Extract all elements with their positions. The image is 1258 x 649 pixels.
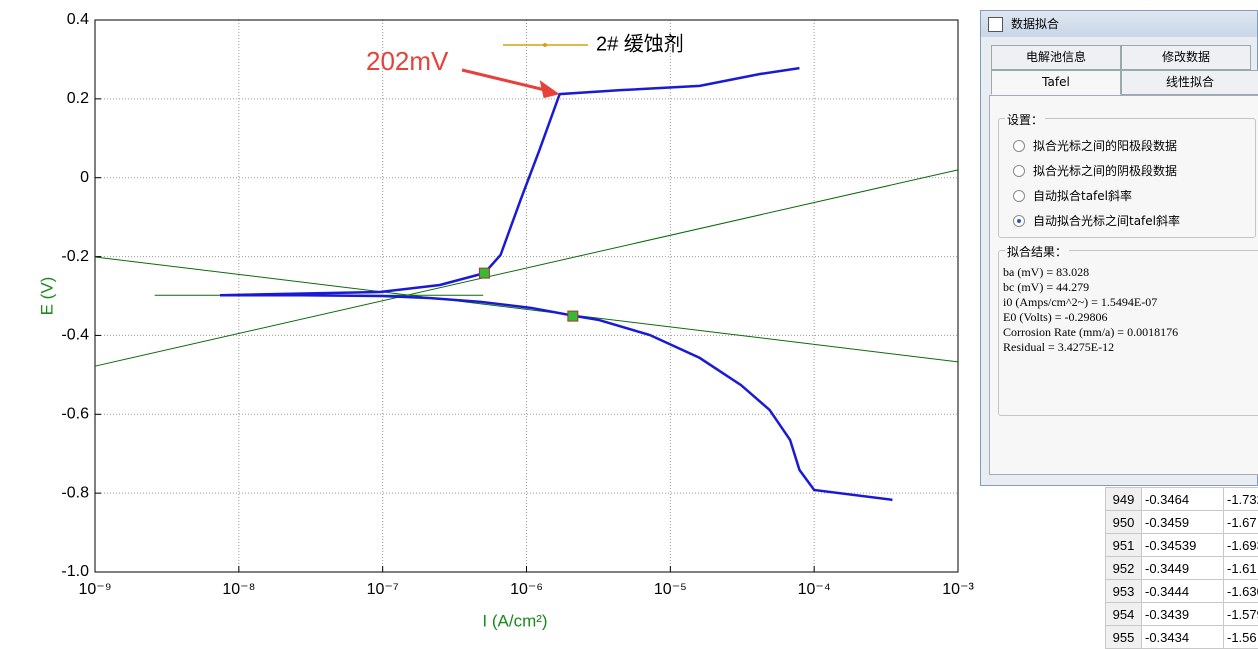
table-cell: 949 [1106,488,1142,511]
annotation-arrow [462,70,546,90]
chart: E (V) I (A/cm²) -1.0 -0.8 -0.6 -0.4 -0.2 0 0.2… [0,0,975,643]
table-cell: -1.579 [1224,603,1258,626]
table-cell: -1.67 [1224,511,1258,534]
radio-button[interactable] [1013,140,1025,152]
x-tick-label: 10⁻⁶ [510,581,543,598]
table-cell: -0.3444 [1142,580,1224,603]
table-row: 950-0.3459-1.67 [1106,511,1258,534]
table-cell: -0.3449 [1142,557,1224,580]
radio-button[interactable] [1013,190,1025,202]
legend-marker [543,43,547,47]
radio-option[interactable]: 自动拟合tafel斜率 [1013,187,1132,205]
y-tick-label: -0.4 [61,327,89,344]
table-cell: 950 [1106,511,1142,534]
tab[interactable]: 修改数据 [1121,45,1251,70]
group-title: 设置： [1005,111,1045,128]
tab[interactable]: 线性拟合 [1121,70,1258,95]
legend-label: 2# 缓蚀剂 [596,32,684,55]
fit-dialog: 数据拟合 设置： 拟合光标之间的阳极段数据拟合光标之间的阴极段数据自动拟合taf… [980,10,1258,486]
table-row: 952-0.3449-1.61 [1106,557,1258,580]
option-label: 自动拟合tafel斜率 [1033,189,1132,203]
table-cell: -1.61 [1224,557,1258,580]
x-tick-label: 10⁻⁸ [222,581,255,598]
table-cell: -1.630 [1224,580,1258,603]
tab-panel: 设置： 拟合光标之间的阳极段数据拟合光标之间的阴极段数据自动拟合tafel斜率自… [989,95,1258,475]
x-tick-label: 10⁻⁷ [367,581,399,598]
y-tick-label: -0.8 [61,484,89,501]
table-row: 953-0.3444-1.630 [1106,580,1258,603]
table-cell: -0.3464 [1142,488,1224,511]
radio-option[interactable]: 拟合光标之间的阴极段数据 [1013,162,1177,180]
table-cell: -1.56 [1224,626,1258,649]
result-line: bc (mV) = 44.279 [1003,280,1089,295]
table-cell: -0.3434 [1142,626,1224,649]
x-axis-label: I (A/cm²) [482,611,547,630]
result-line: E0 (Volts) = -0.29806 [1003,310,1108,325]
table-cell: 954 [1106,603,1142,626]
y-tick-label: -0.2 [61,248,89,265]
x-tick-label: 10⁻⁴ [798,581,831,598]
table-cell: -1.693 [1224,534,1258,557]
radio-button[interactable] [1013,215,1025,227]
table-cell: -0.3439 [1142,603,1224,626]
dialog-title: 数据拟合 [1011,17,1059,31]
y-tick-label: 0.4 [67,11,89,28]
table-row: 951-0.34539-1.693 [1106,534,1258,557]
x-tick-label: 10⁻⁵ [654,581,687,598]
radio-button[interactable] [1013,165,1025,177]
table-row: 954-0.3439-1.579 [1106,603,1258,626]
tab[interactable]: Tafel [991,70,1121,95]
result-line: i0 (Amps/cm^2~) = 1.5494E-07 [1003,295,1157,310]
radio-option[interactable]: 拟合光标之间的阳极段数据 [1013,137,1177,155]
result-line: Corrosion Rate (mm/a) = 0.0018176 [1003,325,1178,340]
table-row: 955-0.3434-1.56 [1106,626,1258,649]
x-tick-label: 10⁻³ [942,581,974,598]
radio-option[interactable]: 自动拟合光标之间tafel斜率 [1013,212,1180,230]
option-label: 自动拟合光标之间tafel斜率 [1033,214,1180,228]
cursor-marker [568,311,578,321]
option-label: 拟合光标之间的阳极段数据 [1033,139,1177,153]
settings-group: 设置： 拟合光标之间的阳极段数据拟合光标之间的阴极段数据自动拟合tafel斜率自… [998,118,1256,238]
y-tick-label: -0.6 [61,406,89,423]
table-cell: 955 [1106,626,1142,649]
cursor-marker [479,268,489,278]
tafel-fit-line [95,170,958,366]
table-cell: -0.3459 [1142,511,1224,534]
table-cell: 953 [1106,580,1142,603]
table-row: 949-0.3464-1.732 [1106,488,1258,511]
title-bar: 数据拟合 [981,11,1257,37]
y-tick-label: -1.0 [61,563,89,580]
y-tick-label: 0.2 [67,90,89,107]
y-axis-label: E (V) [37,277,56,316]
annotation-text: 202mV [366,46,449,76]
x-tick-label: 10⁻⁹ [78,581,111,598]
tab[interactable]: 电解池信息 [991,45,1121,70]
table-cell: -1.732 [1224,488,1258,511]
table-cell: 952 [1106,557,1142,580]
table-cell: 951 [1106,534,1142,557]
table-cell: -0.34539 [1142,534,1224,557]
group-title: 拟合结果： [1005,243,1069,260]
arrow-head [540,80,560,98]
option-label: 拟合光标之间的阴极段数据 [1033,164,1177,178]
y-tick-label: 0 [80,169,89,186]
result-line: Residual = 3.4275E-12 [1003,340,1114,355]
result-line: ba (mV) = 83.028 [1003,265,1089,280]
data-table: 949-0.3464-1.732950-0.3459-1.67951-0.345… [1105,487,1258,649]
